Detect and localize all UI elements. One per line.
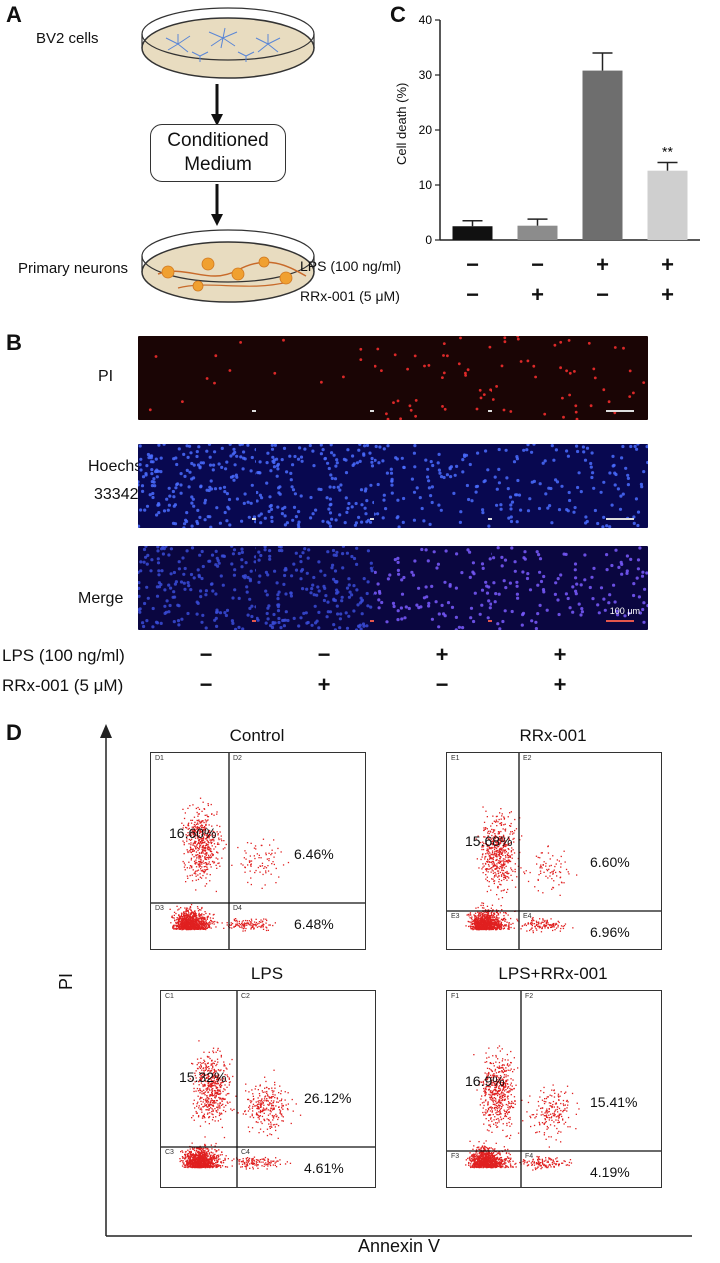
- flow-plot-3: C1 C2 C3 C4 15.32%: [160, 990, 376, 1188]
- conditioned-medium-box: Conditioned Medium: [150, 124, 286, 182]
- quadrant-label: E2: [523, 755, 532, 762]
- pct-lower-right: 4.19%: [590, 1164, 630, 1180]
- quadrant-label: E4: [523, 913, 532, 920]
- flow-plot-title: LPS: [250, 964, 284, 983]
- panel-b-condition-sign: −: [435, 672, 449, 697]
- quadrant-label: F1: [451, 993, 460, 1000]
- chart-ytick-label: 20: [419, 123, 433, 137]
- flow-plot-title: RRx-001: [519, 726, 587, 745]
- scale-bar: [606, 518, 634, 520]
- panel-b-condition-sign: +: [553, 642, 567, 667]
- quadrant-label: C3: [165, 1149, 174, 1156]
- quadrant-label: D2: [233, 755, 242, 762]
- panel-b-condition-sign: +: [553, 672, 567, 697]
- row-label-merge: Merge: [78, 590, 124, 607]
- chart-condition-sign: −: [466, 282, 479, 307]
- chart-ytick-label: 10: [419, 178, 433, 192]
- chart-bar: [517, 225, 558, 240]
- pct-upper-right: 26.12%: [304, 1090, 352, 1106]
- chart-bar: [582, 70, 623, 240]
- chart-condition-sign: +: [661, 282, 674, 307]
- chart-condition-sign: +: [531, 282, 544, 307]
- chart-condition-label: RRx-001 (5 μM): [300, 288, 400, 304]
- micrograph-pi-4: [492, 336, 648, 420]
- cell-death-chart: 0 10 20 30 40 **: [419, 13, 700, 247]
- pct-lower-right: 6.48%: [294, 916, 334, 932]
- flow-plot-title: Control: [229, 726, 285, 745]
- chart-bar: [452, 226, 493, 240]
- chart-condition-sign: +: [596, 252, 609, 277]
- box-text-line2: Medium: [184, 154, 252, 175]
- row-label-33342: 33342: [94, 486, 139, 503]
- micrograph-merge-4: 100 μm: [492, 546, 648, 630]
- panel-b-condition-sign: +: [317, 672, 331, 697]
- panel-b-condition-sign: −: [317, 642, 331, 667]
- flow-plot-2: E1 E2 E3 E4 15.68%: [446, 752, 662, 950]
- pct-upper-right: 6.60%: [590, 854, 630, 870]
- arrow-down-icon: [211, 84, 223, 126]
- panel-b-condition-label: RRx-001 (5 μM): [2, 676, 124, 695]
- panel-d-axes: [100, 724, 692, 1237]
- panel-a-label: A: [6, 2, 22, 27]
- primary-neurons-label: Primary neurons: [18, 260, 129, 277]
- box-text-line1: Conditioned: [167, 130, 269, 151]
- x-axis-label-annexin: Annexin V: [358, 1236, 441, 1256]
- flow-plot-1: D1 D2 D3 D4 16.60%: [150, 752, 366, 950]
- chart-condition-sign: +: [661, 252, 674, 277]
- pct-lower-right: 4.61%: [304, 1160, 344, 1176]
- row-label-hoechst: Hoechst: [88, 458, 147, 475]
- chart-condition-sign: −: [466, 252, 479, 277]
- panel-b-condition-sign: +: [435, 642, 449, 667]
- pct-upper-left: 15.32%: [179, 1069, 227, 1085]
- scale-bar: [606, 410, 634, 412]
- scale-bar: [606, 620, 634, 622]
- row-label-pi: PI: [98, 368, 114, 385]
- chart-condition-sign: −: [596, 282, 609, 307]
- panel-d-label: D: [6, 720, 22, 745]
- panel-b-condition-sign: −: [199, 672, 213, 697]
- quadrant-label: D4: [233, 905, 242, 912]
- quadrant-label: C4: [241, 1149, 250, 1156]
- pct-lower-right: 6.96%: [590, 924, 630, 940]
- chart-ytick-label: 40: [419, 13, 433, 27]
- chart-ytick-label: 0: [425, 233, 432, 247]
- panel-c-label: C: [390, 2, 406, 27]
- chart-condition-label: LPS (100 ng/ml): [300, 258, 402, 274]
- quadrant-label: C2: [241, 993, 250, 1000]
- quadrant-label: D1: [155, 755, 164, 762]
- chart-ylabel: Cell death (%): [394, 82, 409, 165]
- quadrant-label: F3: [451, 1153, 460, 1160]
- panel-b-label: B: [6, 330, 22, 355]
- flow-plot-title: LPS+RRx-001: [498, 964, 608, 983]
- quadrant-label: C1: [165, 993, 174, 1000]
- micrograph-hoechst-4: [492, 444, 648, 528]
- quadrant-label: F4: [525, 1153, 534, 1160]
- panel-b-condition-sign: −: [199, 642, 213, 667]
- chart-condition-sign: −: [531, 252, 544, 277]
- pct-upper-left: 16.60%: [169, 825, 217, 841]
- quadrant-label: E1: [451, 755, 460, 762]
- panel-b-condition-label: LPS (100 ng/ml): [2, 646, 125, 665]
- pct-upper-right: 6.46%: [294, 846, 334, 862]
- quadrant-label: F2: [525, 993, 534, 1000]
- chart-bar: [647, 170, 688, 240]
- y-axis-label-pi: PI: [56, 972, 76, 990]
- chart-ytick-label: 30: [419, 68, 433, 82]
- arrow-down-icon-2: [211, 184, 223, 226]
- bv2-cells-label: BV2 cells: [36, 30, 99, 47]
- neuron-dish: [141, 229, 315, 303]
- flow-plot-4: F1 F2 F3 F4 16.9%: [446, 990, 662, 1188]
- quadrant-label: E3: [451, 913, 460, 920]
- pct-upper-left: 16.9%: [465, 1073, 505, 1089]
- chart-significance: **: [662, 143, 673, 159]
- pct-upper-right: 15.41%: [590, 1094, 638, 1110]
- pct-upper-left: 15.68%: [465, 833, 513, 849]
- bv2-dish: [141, 7, 315, 79]
- scale-bar-label: 100 μm: [609, 606, 640, 616]
- quadrant-label: D3: [155, 905, 164, 912]
